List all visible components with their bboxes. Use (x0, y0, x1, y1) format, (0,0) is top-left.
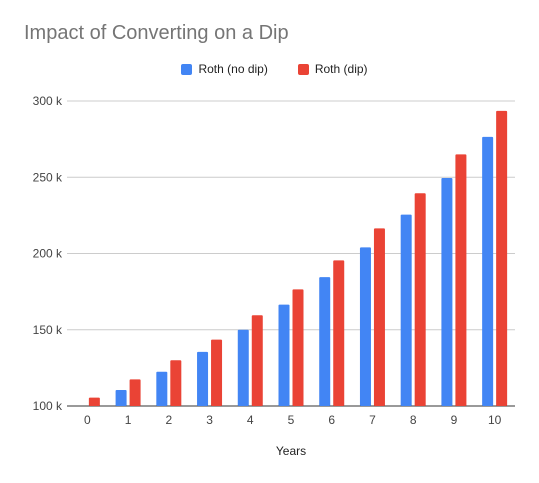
x-tick-label: 7 (369, 413, 376, 427)
bar-no-dip-year-2 (156, 371, 168, 406)
bar-no-dip-year-8 (400, 214, 412, 406)
bar-no-dip-year-3 (197, 351, 209, 406)
bar-dip-year-7 (373, 228, 385, 406)
legend-item-dip[interactable]: Roth (dip) (288, 62, 368, 76)
bar-dip-year-8 (414, 193, 426, 406)
y-tick-label: 150 k (33, 323, 63, 337)
x-tick-label: 2 (165, 413, 172, 427)
legend-swatch-no-dip (181, 63, 193, 75)
bar-no-dip-year-1 (115, 389, 127, 406)
y-tick-label: 100 k (33, 399, 63, 413)
x-tick-label: 4 (247, 413, 254, 427)
chart-title: Impact of Converting on a Dip (24, 22, 289, 44)
legend-swatch-dip (297, 63, 309, 75)
x-tick-label: 1 (125, 413, 132, 427)
bar-dip-year-6 (333, 260, 345, 406)
x-tick-label: 5 (288, 413, 295, 427)
bar-dip-year-9 (455, 154, 467, 406)
x-tick-label: 0 (84, 413, 91, 427)
bar-no-dip-year-5 (278, 304, 290, 406)
legend: Roth (no dip) Roth (dip) (0, 62, 539, 76)
legend-item-no-dip[interactable]: Roth (no dip) (171, 62, 268, 76)
bar-dip-year-4 (251, 315, 263, 406)
bar-no-dip-year-7 (359, 247, 371, 406)
x-tick-label: 10 (488, 413, 502, 427)
bar-dip-year-1 (129, 379, 141, 406)
x-tick-label: 3 (206, 413, 213, 427)
bar-dip-year-5 (292, 289, 304, 406)
bar-dip-year-10 (496, 110, 508, 406)
bar-no-dip-year-6 (319, 277, 331, 406)
y-tick-label: 200 k (33, 247, 63, 261)
bar-dip-year-2 (170, 360, 182, 406)
bar-dip-year-3 (211, 339, 223, 406)
legend-label-no-dip: Roth (no dip) (198, 62, 268, 76)
bar-no-dip-year-9 (441, 178, 453, 406)
bar-no-dip-year-10 (482, 136, 494, 406)
y-tick-label: 300 k (33, 94, 63, 108)
legend-label-dip: Roth (dip) (314, 62, 368, 76)
x-tick-label: 6 (328, 413, 335, 427)
y-tick-label: 250 k (33, 170, 63, 184)
x-tick-label: 9 (451, 413, 458, 427)
bar-no-dip-year-4 (237, 329, 249, 406)
x-axis-title: Years (276, 444, 306, 458)
x-tick-label: 8 (410, 413, 417, 427)
bar-dip-year-0 (88, 397, 100, 406)
